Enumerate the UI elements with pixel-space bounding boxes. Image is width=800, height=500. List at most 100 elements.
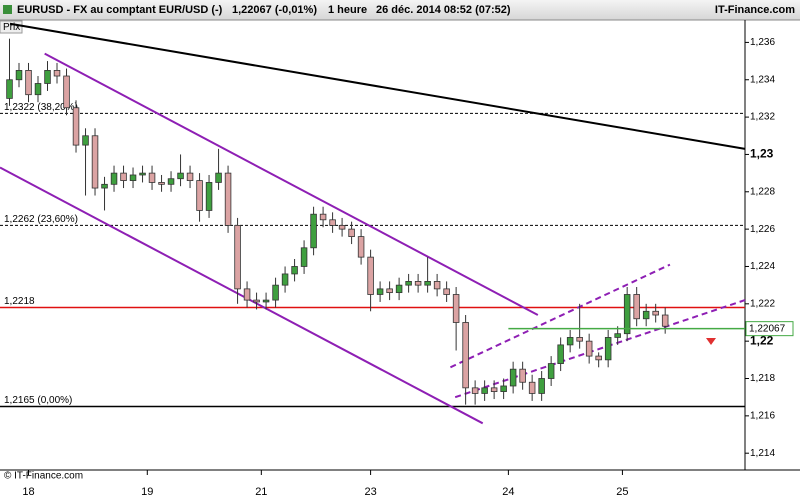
y-tick-label: 1,236 [750, 37, 775, 48]
candle-body [585, 340, 593, 357]
candle-body [538, 378, 545, 394]
y-tick-label: 1,224 [750, 261, 775, 272]
candle-body [158, 182, 165, 185]
candle-body [652, 310, 659, 316]
level-label: 1,2218 [4, 296, 35, 307]
candle-body [471, 387, 479, 394]
candle-body [576, 337, 583, 342]
candle-body [528, 381, 536, 394]
y-tick-label: 1,216 [750, 410, 775, 421]
candle-body [167, 178, 175, 185]
footer: © IT-Finance.com [4, 471, 83, 482]
candle-body [338, 224, 346, 230]
header-bar [0, 0, 800, 20]
candle-body [177, 172, 184, 180]
candle-body [642, 310, 650, 320]
candle-body [414, 281, 422, 286]
candle-body [34, 83, 42, 96]
candle-body [120, 172, 127, 181]
candle-body [101, 183, 108, 189]
header-icon [3, 5, 12, 14]
candle-body [129, 174, 137, 181]
y-tick-label: 1,214 [750, 448, 775, 459]
candle-body [490, 387, 498, 392]
source: IT-Finance.com [715, 4, 795, 16]
current-price-label: 1,22067 [749, 323, 786, 334]
candle-body [661, 314, 669, 327]
candle-body [329, 219, 336, 226]
x-tick-label: 23 [364, 486, 376, 498]
candle-body [310, 213, 317, 249]
candle-body [91, 135, 99, 189]
x-tick-label: 25 [616, 486, 628, 498]
candle-body [63, 75, 70, 109]
candle-body [234, 224, 241, 290]
candle-body [452, 294, 460, 323]
x-tick-label: 21 [255, 486, 267, 498]
candle-body [215, 172, 222, 183]
candle-body [376, 288, 384, 295]
y-tick-label: 1,23 [750, 147, 774, 161]
candle-body [15, 70, 23, 81]
candle-body [25, 70, 32, 96]
candle-body [509, 368, 517, 387]
candle-body [139, 172, 146, 176]
candle-body [566, 337, 574, 346]
y-tick-label: 1,226 [750, 224, 775, 235]
candle-body [557, 344, 564, 364]
y-tick-label: 1,234 [750, 74, 775, 85]
candle-body [205, 182, 213, 211]
candle-body [253, 299, 260, 303]
y-tick-label: 1,228 [750, 186, 775, 197]
candle-body [367, 256, 374, 295]
candle-body [623, 294, 631, 335]
candle-body [462, 322, 469, 389]
candle-body [547, 363, 555, 379]
candle-body [386, 288, 393, 294]
candle-body [424, 281, 431, 286]
y-tick-label: 1,218 [750, 373, 775, 384]
candle-body [319, 213, 327, 221]
trend-line [449, 263, 671, 369]
x-tick-label: 18 [22, 486, 34, 498]
candle-body [272, 284, 279, 301]
level-label: 1,2322 (38,20%) [4, 102, 78, 113]
candle-body [595, 355, 602, 361]
candle-body [614, 333, 621, 338]
trend-line [9, 22, 746, 150]
timestamp: 26 déc. 2014 08:52 (07:52) [376, 4, 511, 16]
candle-body [6, 79, 13, 99]
y-tick-label: 1,232 [750, 112, 775, 123]
candle-body [196, 180, 203, 211]
y-tick-label: 1,22 [750, 333, 774, 347]
candle-body [633, 294, 640, 320]
current-price-box [745, 321, 794, 337]
candle-body [53, 70, 61, 77]
down-arrow [706, 338, 716, 345]
candle-body [110, 172, 118, 185]
candle-body [281, 273, 289, 286]
candle-body [291, 266, 298, 275]
candle-body [348, 228, 355, 237]
level-label: 1,2262 (23,60%) [4, 214, 78, 225]
y-tick-label: 1,222 [750, 298, 775, 309]
candle-body [224, 172, 232, 226]
candle-body [186, 172, 194, 181]
level-label: 1,2165 (0,00%) [4, 395, 72, 406]
candle-body [243, 288, 251, 301]
candle-body [519, 368, 526, 383]
candle-body [357, 236, 365, 258]
candle-body [395, 284, 403, 294]
trend-line [0, 166, 484, 425]
chart-title: EURUSD - FX au comptant EUR/USD (-) [17, 4, 223, 16]
interval: 1 heure [328, 4, 367, 16]
candle-body [44, 70, 51, 84]
candle-body [405, 281, 412, 286]
candle-body [148, 172, 156, 183]
candle-body [500, 385, 507, 392]
candle-body [481, 387, 488, 394]
x-tick-label: 19 [141, 486, 153, 498]
panel-label: Prix [3, 22, 20, 33]
